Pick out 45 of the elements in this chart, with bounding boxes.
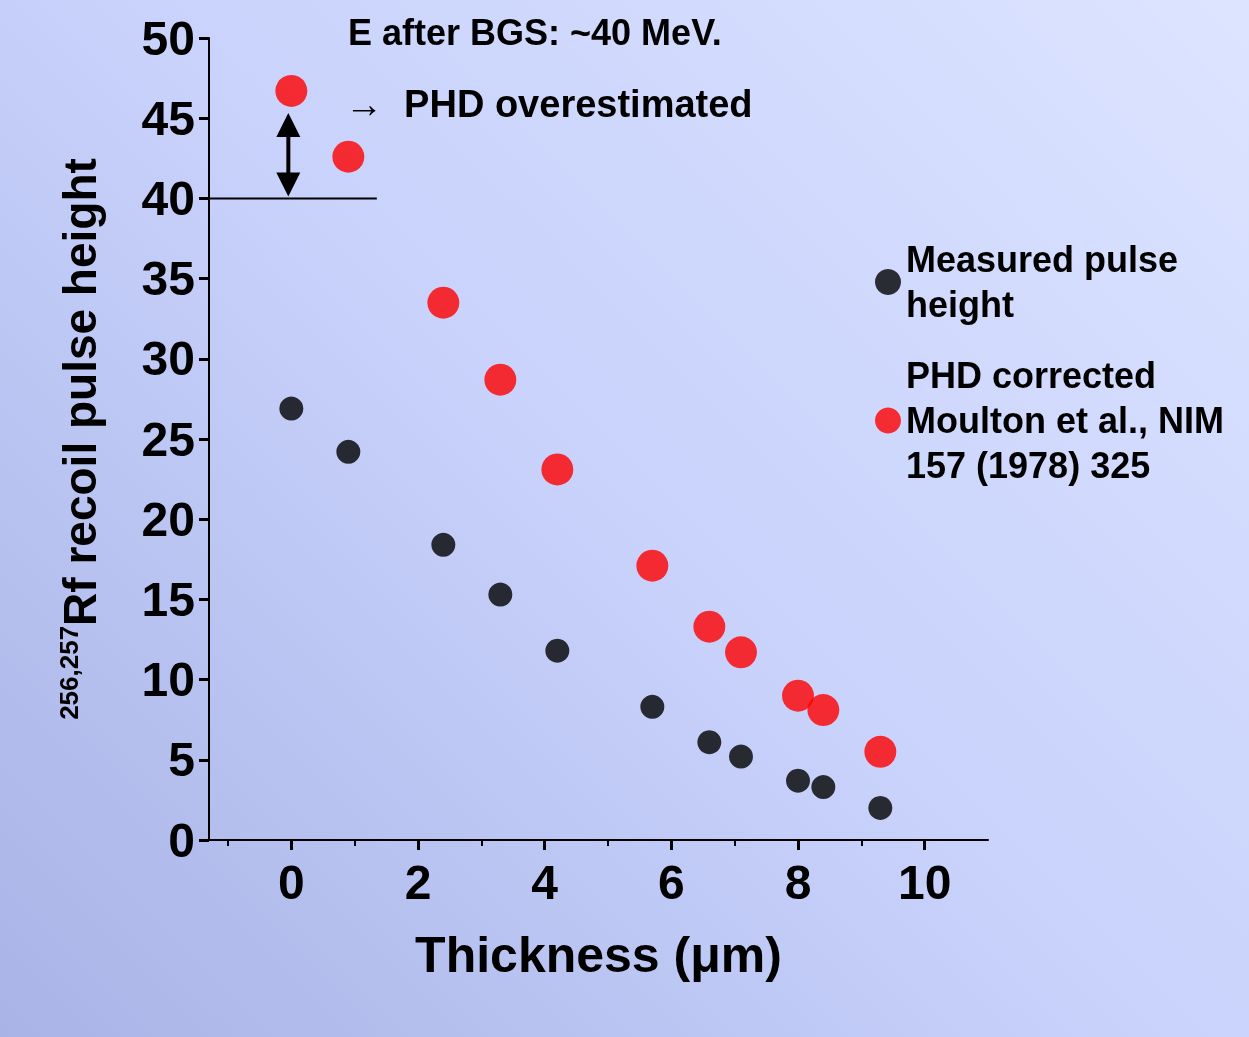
annotation: → PHD overestimated: [345, 83, 753, 125]
point: [697, 730, 722, 755]
point: [786, 768, 810, 793]
point: [868, 795, 893, 820]
x-tick-label: 6: [657, 855, 685, 909]
x-tick-label: 8: [784, 855, 812, 909]
point: [729, 744, 753, 769]
y-tick-label: 0: [168, 813, 195, 867]
point: [275, 74, 308, 107]
y-axis-title: 256,257Rf recoil pulse height: [54, 158, 106, 720]
y-tick-label: 45: [141, 91, 195, 145]
x-tick-label: 10: [897, 855, 952, 909]
point: [640, 694, 665, 719]
y-tick-label: 5: [168, 733, 195, 787]
point: [484, 363, 517, 396]
point: [807, 694, 840, 727]
point: [811, 775, 836, 800]
y-tick-label: 15: [141, 572, 195, 626]
annotation: E after BGS: ~40 MeV.: [348, 11, 722, 53]
legend-label: PHD corrected Moulton et al., NIM 157 (1978) 325: [906, 355, 1234, 486]
point: [725, 636, 757, 669]
y-tick-label: 50: [141, 11, 195, 65]
x-tick-label: 2: [404, 855, 432, 909]
point: [693, 610, 726, 643]
point: [332, 140, 365, 173]
y-tick-label: 35: [141, 252, 195, 306]
x-tick-label: 0: [277, 855, 305, 909]
legend-label: Measured pulse height: [906, 239, 1189, 325]
y-tick-label: 20: [141, 492, 195, 546]
point: [541, 453, 574, 486]
point: [431, 532, 456, 557]
point: [864, 735, 897, 768]
y-tick-label: 30: [141, 332, 195, 386]
point: [427, 286, 460, 319]
point: [488, 582, 513, 607]
y-tick-label: 40: [141, 171, 195, 225]
point: [545, 638, 570, 663]
y-tick-label: 10: [141, 653, 195, 707]
point: [336, 439, 361, 464]
x-axis-title: Thickness (μm): [415, 927, 782, 983]
point: [279, 396, 304, 421]
x-tick-label: 4: [531, 855, 559, 909]
y-tick-label: 25: [141, 412, 195, 466]
point: [636, 549, 669, 582]
point: [782, 679, 814, 712]
